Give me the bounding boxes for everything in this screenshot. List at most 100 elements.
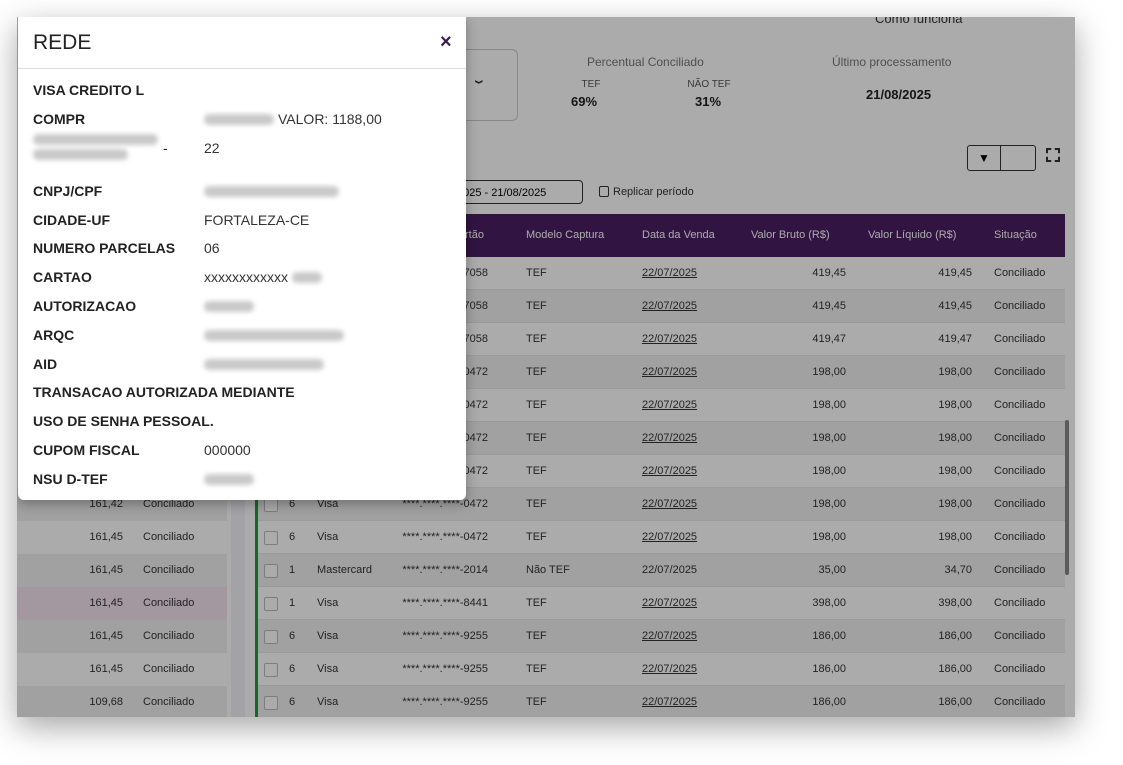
cell-bruto: 198,00 [812, 531, 846, 543]
help-link[interactable]: Como funciona [875, 17, 963, 26]
replicate-button[interactable]: Replicar período [613, 186, 694, 198]
cell-bruto: 398,00 [812, 597, 846, 609]
cell-liquido: 198,00 [938, 432, 972, 444]
cell-modelo: TEF [526, 465, 547, 477]
row-status-bar [255, 521, 258, 554]
cell-modelo: TEF [526, 267, 547, 279]
redacted [292, 272, 322, 283]
cell-valor: 161,45 [89, 531, 123, 543]
left-row [17, 620, 227, 653]
table-row [255, 620, 1065, 653]
cell-parcelas: 6 [289, 663, 296, 675]
cell-liquido: 419,45 [938, 300, 972, 312]
cell-situacao: Conciliado [143, 564, 195, 576]
field-label: VISA CREDITO L [33, 82, 145, 98]
cell-situacao: Conciliado [994, 564, 1046, 576]
cell-data[interactable]: 22/07/2025 [642, 333, 698, 345]
copy-icon [599, 186, 609, 197]
cell-data[interactable]: 22/07/2025 [642, 663, 698, 675]
table-row [255, 686, 1065, 717]
cell-data[interactable]: 22/07/2025 [642, 432, 698, 444]
field-value: VALOR: 1188,00 [278, 111, 382, 127]
cell-bruto: 198,00 [812, 366, 846, 378]
cell-data[interactable]: 22/07/2025 [642, 597, 698, 609]
cell-modelo: TEF [526, 531, 547, 543]
row-status-bar [255, 686, 258, 717]
close-button[interactable]: × [440, 31, 452, 53]
cell-liquido: 398,00 [938, 597, 972, 609]
dash: - [163, 140, 168, 156]
checkbox[interactable] [264, 696, 278, 710]
checkbox[interactable] [264, 630, 278, 644]
column-header[interactable]: Data da Venda [642, 229, 715, 241]
stat-value: 31% [694, 94, 722, 109]
field-label: CUPOM FISCAL [33, 442, 140, 458]
cell-liquido: 198,00 [938, 366, 972, 378]
cell-cartao: ****.****.****-9255 [402, 663, 488, 675]
left-row [17, 521, 227, 554]
column-header[interactable]: Valor Líquido (R$) [868, 229, 957, 241]
field-label: ARQC [33, 327, 75, 343]
redacted [204, 474, 254, 485]
table-row [255, 587, 1065, 620]
cell-situacao: Conciliado [143, 630, 195, 642]
expand-button[interactable] [1046, 148, 1060, 162]
field-label: TRANSACAO AUTORIZADA MEDIANTE [33, 384, 295, 400]
cell-liquido: 198,00 [938, 399, 972, 411]
cell-liquido: 198,00 [938, 465, 972, 477]
cell-situacao: Conciliado [994, 498, 1046, 510]
cell-data[interactable]: 22/07/2025 [642, 696, 698, 708]
checkbox[interactable] [264, 663, 278, 677]
cell-bruto: 419,47 [812, 333, 846, 345]
field-label: AID [33, 356, 58, 372]
field-label: USO DE SENHA PESSOAL. [33, 413, 214, 429]
column-header[interactable]: Situação [994, 229, 1037, 241]
cell-valor: 109,68 [89, 696, 123, 708]
column-header[interactable]: rtão [465, 229, 484, 241]
field-label: NSU D-TEF [33, 471, 108, 487]
cell-bandeira: Visa [317, 630, 339, 642]
checkbox[interactable] [264, 597, 278, 611]
redacted [204, 330, 344, 341]
field-value: 22 [204, 140, 220, 156]
cell-parcelas: 6 [289, 531, 296, 543]
checkbox[interactable] [264, 531, 278, 545]
columns-button[interactable] [1000, 145, 1036, 171]
cell-bruto: 198,00 [812, 432, 846, 444]
cell-cartao: 7058 [463, 300, 488, 312]
cell-bandeira: Mastercard [317, 564, 373, 576]
field-label: COMPR [33, 111, 86, 127]
cell-data[interactable]: 22/07/2025 [642, 300, 698, 312]
table-row [255, 521, 1065, 554]
cell-bruto: 35,00 [818, 564, 846, 576]
cell-situacao: Conciliado [994, 597, 1046, 609]
field-value: 06 [204, 240, 220, 256]
left-row [17, 686, 227, 717]
redacted [33, 134, 158, 145]
cell-data[interactable]: 22/07/2025 [642, 630, 698, 642]
cell-modelo: TEF [526, 498, 547, 510]
cell-data[interactable]: 22/07/2025 [642, 531, 698, 543]
cell-situacao: Conciliado [143, 663, 195, 675]
cell-data[interactable]: 22/07/2025 [642, 399, 698, 411]
checkbox[interactable] [264, 564, 278, 578]
cell-cartao: ****.****.****-0472 [402, 531, 488, 543]
cell-data[interactable]: 22/07/2025 [642, 366, 698, 378]
cell-cartao: ****.****.****-2014 [402, 564, 488, 576]
cell-modelo: TEF [526, 366, 547, 378]
cell-liquido: 186,00 [938, 663, 972, 675]
cell-bandeira: Visa [317, 498, 339, 510]
cell-liquido: 198,00 [938, 531, 972, 543]
divider [18, 68, 466, 69]
row-status-bar [255, 653, 258, 686]
column-header[interactable]: Modelo Captura [526, 229, 605, 241]
column-header[interactable]: Valor Bruto (R$) [751, 229, 830, 241]
cell-valor: 161,45 [89, 564, 123, 576]
cell-cartao: 0472 [463, 366, 488, 378]
cell-liquido: 198,00 [938, 498, 972, 510]
cell-data[interactable]: 22/07/2025 [642, 498, 698, 510]
cell-data[interactable]: 22/07/2025 [642, 465, 698, 477]
cell-data[interactable]: 22/07/2025 [642, 267, 698, 279]
cell-situacao: Conciliado [994, 300, 1046, 312]
